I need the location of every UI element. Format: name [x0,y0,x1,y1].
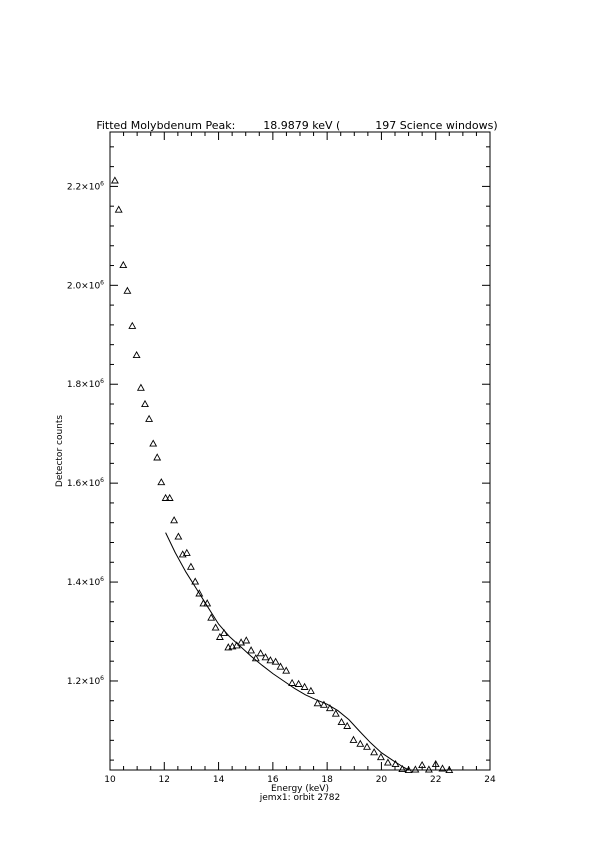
data-point [251,654,260,662]
x-axis-label: Energy (keV) [271,784,329,794]
data-point [282,666,291,674]
x-tick-label: 20 [376,775,388,785]
y-axis-label: Detector counts [55,415,65,487]
data-point [157,478,166,486]
data-point [376,752,385,761]
data-point [165,493,174,501]
data-point [370,748,379,756]
data-point [325,704,334,712]
x-tick-label: 24 [484,775,496,785]
data-point [294,679,303,687]
data-point [178,550,187,558]
data-point [313,699,322,707]
data-point [445,765,454,774]
data-point [337,717,346,726]
data-point [356,739,365,747]
data-point [418,760,427,769]
data-point [276,662,285,670]
y-tick-label: 2.0×106 [67,279,104,291]
data-point [398,764,407,773]
data-point [153,453,162,461]
data-point [195,589,204,597]
data-point [237,638,246,646]
data-point [247,646,256,654]
data-point [331,709,340,717]
chart-title: Fitted Molybdenum Peak: 18.9879 keV ( 19… [96,119,497,132]
x-tick-label: 10 [104,775,116,785]
data-point [149,439,158,447]
x-tick-label: 18 [321,775,333,785]
data-point [145,414,154,422]
x-tick-label: 22 [430,775,441,785]
data-point [363,742,371,750]
data-point [186,562,195,570]
x-axis: 10 12 14 16 18 20 22 24 [104,132,496,785]
data-point [191,577,200,585]
data-point [228,642,237,650]
data-point [215,632,224,640]
data-point [271,657,280,665]
data-point [261,653,270,661]
data-point [136,383,145,391]
y-tick-label: 2.2×106 [67,180,104,192]
plot-area [110,176,454,774]
y-tick-label: 1.6×106 [67,477,104,489]
data-point [211,623,220,631]
data-point [123,286,132,294]
data-point [119,260,128,269]
y-axis: 1.2×106 1.4×106 1.6×106 1.8×106 2.0×106 2.2×1… [67,146,490,761]
data-point [114,205,123,213]
y-tick-label: 1.2×106 [67,675,104,687]
data-point [383,758,392,766]
data-point [306,686,315,694]
footer-label: jemx1: orbit 2782 [259,793,340,803]
data-point [349,735,358,743]
data-point [424,765,433,773]
data-point [242,636,251,644]
data-point [404,765,413,774]
data-point [170,516,179,524]
data-point [110,176,119,184]
data-point [141,399,149,408]
data-point [256,649,265,657]
x-tick-label: 16 [267,775,279,785]
y-tick-label: 1.8×106 [67,378,104,390]
data-point [319,700,328,708]
data-point [266,656,275,664]
data-point [132,350,141,359]
x-tick-label: 14 [213,775,225,785]
data-point [438,764,447,772]
data-point [288,678,297,686]
data-point [161,493,170,501]
y-tick-label: 1.4×106 [67,576,104,588]
x-tick-label: 12 [159,775,170,785]
plot-frame [109,131,491,771]
fit-curve [165,532,409,771]
data-point [343,721,352,729]
data-point [182,548,191,556]
data-point [128,321,137,329]
data-point [174,532,183,540]
data-point [411,765,420,773]
data-point [300,682,309,690]
data-point [207,613,216,621]
data-point [431,759,440,768]
